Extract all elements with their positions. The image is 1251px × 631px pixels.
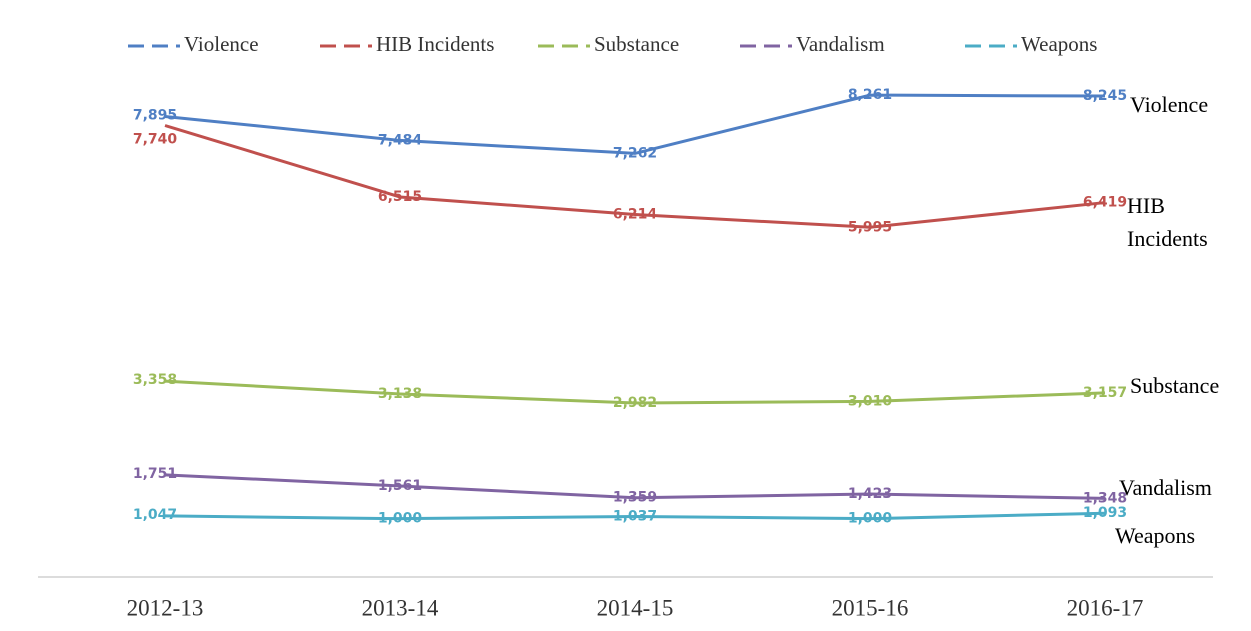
- data-label: 3,010: [848, 393, 893, 409]
- legend-label: Violence: [184, 32, 259, 56]
- data-label: 3,138: [378, 386, 422, 402]
- data-label: 3,358: [133, 372, 177, 388]
- x-tick-label: 2012-13: [127, 595, 204, 620]
- legend-label: Substance: [594, 32, 679, 56]
- data-label: 7,262: [613, 145, 657, 161]
- data-label: 7,895: [133, 107, 177, 123]
- data-label: 1,047: [133, 507, 177, 523]
- series-end-label: Violence: [1130, 92, 1209, 117]
- series-end-label: Weapons: [1115, 523, 1196, 548]
- x-tick-label: 2015-16: [832, 595, 909, 620]
- series-line: [164, 511, 1106, 521]
- data-label: 8,261: [848, 87, 892, 103]
- x-tick-label: 2013-14: [362, 595, 439, 620]
- series-end-label: Vandalism: [1119, 475, 1212, 500]
- data-label: 6,515: [378, 189, 422, 205]
- data-label: 1,000: [848, 511, 893, 527]
- data-label: 7,484: [378, 132, 423, 148]
- data-label: 5,995: [848, 219, 892, 235]
- series-end-label: HIB Incidents: [1127, 193, 1208, 251]
- series-line: [164, 379, 1106, 405]
- data-label: 3,157: [1083, 385, 1127, 401]
- data-label: 8,245: [1083, 88, 1127, 104]
- series-line: [164, 93, 1106, 155]
- data-label: 1,000: [378, 511, 423, 527]
- legend-label: Weapons: [1021, 32, 1097, 56]
- data-label: 6,214: [613, 207, 658, 223]
- data-label: 1,359: [613, 490, 657, 506]
- data-label: 1,037: [613, 509, 657, 525]
- x-tick-label: 2016-17: [1067, 595, 1144, 620]
- data-label: 1,561: [378, 478, 422, 494]
- data-label: 6,419: [1083, 195, 1127, 211]
- data-label: 7,740: [133, 132, 178, 148]
- series-end-label: Substance: [1130, 373, 1220, 398]
- legend-label: HIB Incidents: [376, 32, 494, 56]
- data-label: 1,751: [133, 466, 177, 482]
- data-label: 1,423: [848, 486, 892, 502]
- data-label: 1,093: [1083, 505, 1127, 521]
- series-line: [164, 473, 1106, 500]
- legend-label: Vandalism: [796, 32, 885, 56]
- series-line: [164, 124, 1106, 229]
- data-label: 1,348: [1083, 490, 1127, 506]
- x-tick-label: 2014-15: [597, 595, 674, 620]
- data-label: 2,982: [613, 395, 657, 411]
